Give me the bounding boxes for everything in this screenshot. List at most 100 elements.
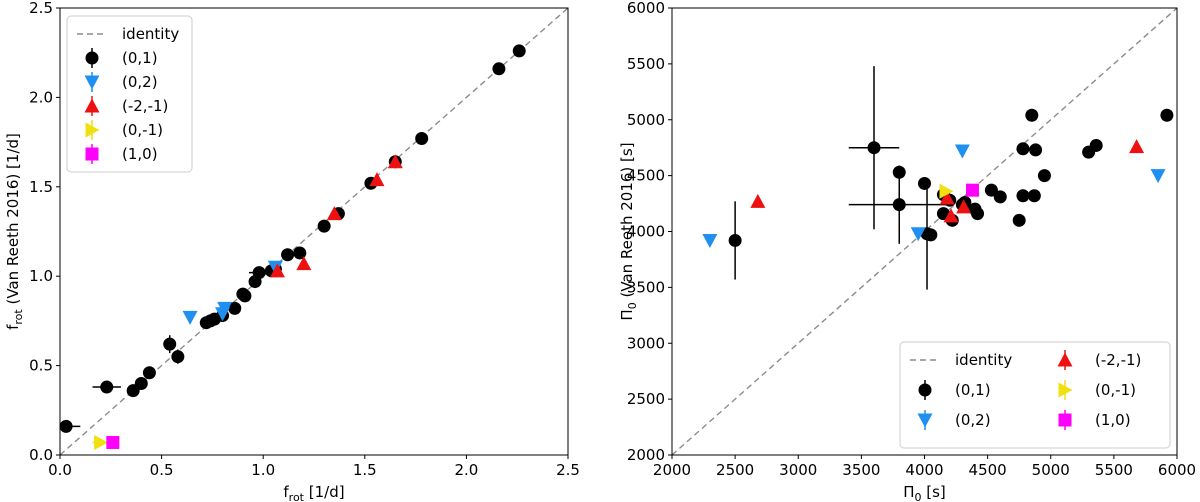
series-2 <box>702 144 1166 248</box>
plot-frame <box>59 7 569 456</box>
y-tick-label: 2500 <box>627 390 665 408</box>
data-point <box>512 44 526 58</box>
x-tick-label: 2000 <box>653 461 691 479</box>
identity-line <box>671 7 1178 456</box>
x-tick-label: 0.0 <box>48 461 72 479</box>
series-3 <box>750 139 1145 223</box>
legend-entry: (0,-1) <box>1058 380 1136 400</box>
y-tick-label: 6000 <box>627 0 665 17</box>
legend-marker <box>85 122 100 138</box>
data-point <box>1029 143 1043 157</box>
series-5 <box>106 435 120 449</box>
x-tick-label: 4000 <box>905 461 943 479</box>
x-tick-label: 1.5 <box>353 461 377 479</box>
y-tick-label: 2.5 <box>29 0 53 17</box>
data-point <box>492 62 506 76</box>
data-point <box>106 435 120 449</box>
data-point <box>94 434 109 450</box>
data-point <box>269 263 285 278</box>
data-point <box>182 310 198 325</box>
legend-marker <box>1058 382 1073 398</box>
x-tick-label: 2500 <box>716 461 754 479</box>
y-axis-label: Π0 (Van Reeth 2016) [s] <box>618 142 639 320</box>
y-tick-label: 3500 <box>627 278 665 296</box>
y-tick-label: 2.0 <box>29 88 53 106</box>
data-point <box>918 176 931 190</box>
y-axis-label: frot (Van Reeth 2016) [1/d] <box>4 133 25 330</box>
data-point <box>1025 108 1039 122</box>
legend-entry: (-2,-1) <box>84 96 168 116</box>
legend-entry: identity <box>910 351 1012 369</box>
y-tick-label: 1.0 <box>29 267 53 285</box>
data-point <box>60 419 73 433</box>
data-point <box>1016 189 1030 203</box>
y-tick-label: 4500 <box>627 167 665 185</box>
data-point <box>134 376 148 390</box>
data-point <box>728 233 742 247</box>
y-tick-label: 1.5 <box>29 178 53 196</box>
data-point <box>1150 169 1166 184</box>
data-point <box>252 266 266 280</box>
data-point <box>1012 213 1026 227</box>
legend-label: identity <box>955 351 1012 369</box>
data-point <box>954 144 970 159</box>
data-point <box>971 207 985 221</box>
data-point <box>965 183 979 197</box>
legend-entry: (0,-1) <box>85 120 163 140</box>
x-axis-label: Π0 [s] <box>903 483 946 502</box>
legend-entry: (0,1) <box>918 380 991 400</box>
y-tick-label: 2000 <box>627 446 665 464</box>
y-tick-label: 0.0 <box>29 446 53 464</box>
data-point <box>1160 108 1174 122</box>
chart-panel-2: 2000 2500 3000 3500 4000 4500 5000 5500 6000 2000… <box>618 0 1196 502</box>
legend-label: (0,1) <box>955 381 991 399</box>
legend-marker <box>1057 352 1073 367</box>
legend-entry: (1,0) <box>1058 410 1131 430</box>
y-tick-label: 5500 <box>627 55 665 73</box>
data-point <box>867 141 881 155</box>
x-tick-label: 2.0 <box>454 461 478 479</box>
legend-box <box>66 15 193 173</box>
legend-entry: identity <box>77 25 179 43</box>
series-4 <box>939 183 954 199</box>
data-point <box>924 228 938 242</box>
x-tick-label: 4500 <box>969 461 1007 479</box>
data-point <box>100 380 114 394</box>
y-tick-label: 3000 <box>627 334 665 352</box>
x-tick-label: 3000 <box>779 461 817 479</box>
data-point <box>1027 189 1041 203</box>
legend-box <box>899 341 1171 449</box>
legend-label: (0,-1) <box>122 121 163 139</box>
data-point <box>238 289 252 303</box>
data-point <box>293 246 307 260</box>
legend-label: (0,2) <box>122 73 158 91</box>
data-point <box>984 183 998 197</box>
legend-marker <box>84 75 100 90</box>
data-layer <box>60 44 526 450</box>
legend-marker <box>85 147 99 161</box>
data-point <box>1016 142 1030 156</box>
series-4 <box>92 434 109 450</box>
data-point <box>415 132 429 146</box>
legend-label: (0,-1) <box>1095 381 1136 399</box>
x-axis-label: frot [1/d] <box>283 483 344 502</box>
legend-entry: (0,1) <box>85 48 158 68</box>
data-point <box>326 206 342 221</box>
legend: identity (0,1) (0,2) (-2,-1) (0,-1) (1,0) <box>899 341 1171 449</box>
x-tick-label: 0.5 <box>150 461 174 479</box>
legend-marker <box>85 51 99 65</box>
data-point <box>993 190 1007 204</box>
legend: identity (0,1) (0,2) (-2,-1) (0,-1) (1,0) <box>66 15 193 173</box>
x-tick-label: 6000 <box>1158 461 1196 479</box>
data-point <box>296 256 312 271</box>
legend-entry: (0,2) <box>84 72 158 92</box>
x-tick-label: 2.5 <box>556 461 580 479</box>
legend-label: (1,0) <box>1095 411 1131 429</box>
data-point <box>228 301 242 315</box>
legend-marker <box>917 413 933 428</box>
legend-entry: (-2,-1) <box>1057 350 1141 370</box>
x-tick-label: 5000 <box>1032 461 1070 479</box>
legend-label: (0,2) <box>955 411 991 429</box>
series-5 <box>965 183 979 197</box>
